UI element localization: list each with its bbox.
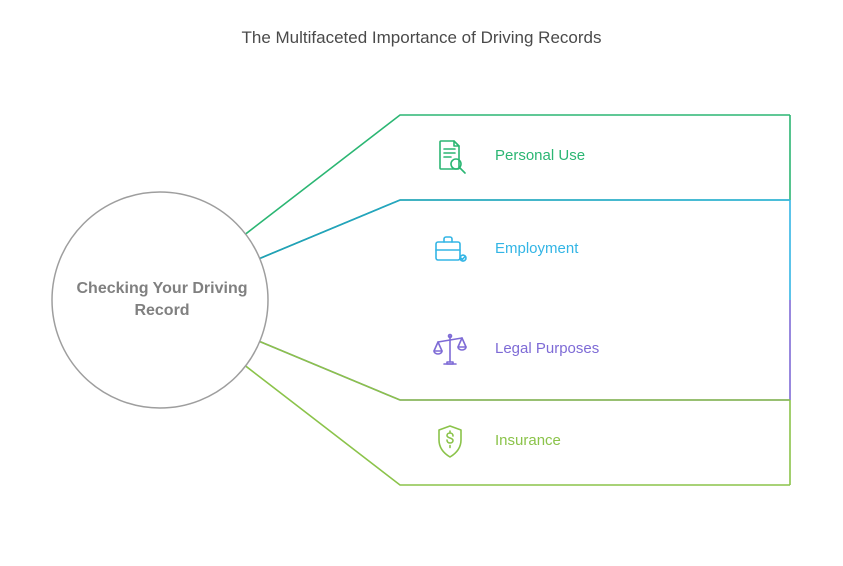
- branch-label: Personal Use: [495, 147, 585, 164]
- briefcase-check-icon: [430, 230, 470, 270]
- branch-label: Legal Purposes: [495, 340, 599, 357]
- scales-icon: [430, 330, 470, 370]
- branch-top-border: [246, 115, 790, 234]
- center-label: Checking Your Driving Record: [72, 278, 252, 321]
- branch-label: Employment: [495, 240, 578, 257]
- page-title: The Multifaceted Importance of Driving R…: [0, 28, 843, 48]
- shield-dollar-icon: [430, 422, 470, 462]
- branch-bottom-border: [246, 366, 790, 485]
- branch-label: Insurance: [495, 432, 561, 449]
- document-search-icon: [430, 137, 470, 177]
